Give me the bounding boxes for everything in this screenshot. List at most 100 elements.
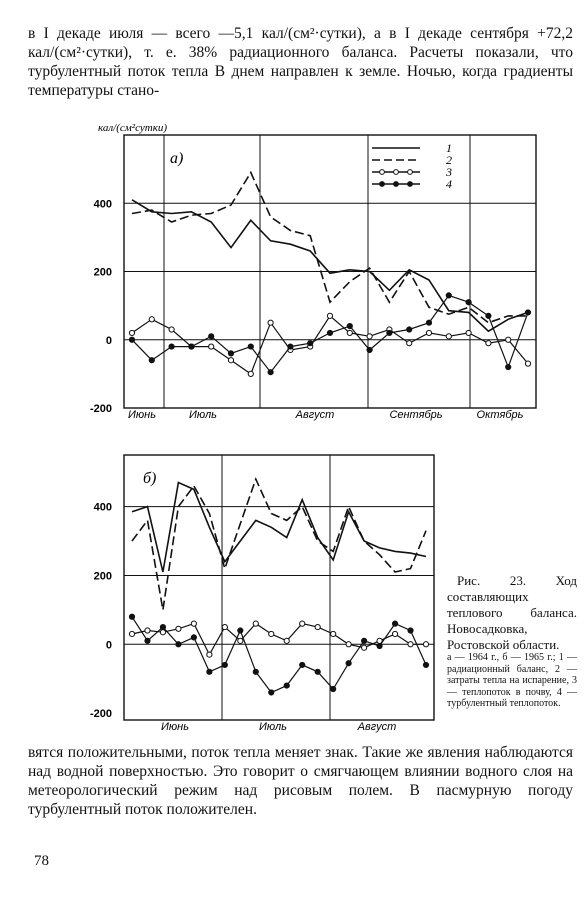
chart-1-series-4-point: [361, 637, 368, 644]
chart-1-series-4-point: [391, 620, 399, 627]
chart-1-panel-label: б): [143, 470, 156, 487]
chart-1-series-4-point: [128, 613, 136, 620]
chart-0-ytick-label: 200: [94, 267, 112, 279]
chart-1-series-3-point: [252, 620, 259, 627]
page-number: 78: [34, 853, 49, 869]
chart-0-ytick-label: -200: [90, 403, 112, 415]
chart-1-series-4-point: [299, 661, 306, 669]
chart-0-series-4-point: [247, 343, 254, 350]
chart-0-series-2-line: [131, 170, 528, 324]
figure-caption: Рис. 23. Ход составляющих теплового бала…: [447, 573, 577, 652]
legend-marker-3: [379, 169, 385, 175]
chart-0-series-4-point: [445, 292, 452, 299]
chart-1-series-3-point: [190, 620, 197, 627]
chart-0-month-label: Июнь: [128, 409, 156, 421]
chart-0-series-4-point: [485, 312, 492, 319]
paragraph-top: в I декаде июля — всего —5,1 кал/(см²·су…: [28, 25, 573, 99]
chart-0-ytick-label: 0: [106, 335, 112, 347]
chart-1-series-4-point: [144, 637, 151, 644]
chart-1-series-3-point: [128, 630, 136, 638]
chart-0-series-3-point: [247, 370, 254, 377]
chart-1-series-4-point: [175, 641, 182, 648]
figure-caption-legend: а — 1964 г., б — 1965 г.; 1 — радиационн…: [447, 652, 577, 709]
chart-1-series-4-point: [159, 623, 167, 631]
chart-1-series-4-point: [268, 689, 275, 696]
chart-1-series-3-point: [345, 641, 352, 648]
chart-1-series-1-line: [131, 481, 427, 573]
chart-1-series-3-point: [422, 641, 430, 648]
chart-1-month-label: Июнь: [161, 721, 189, 733]
chart-0-series-4-point: [386, 329, 393, 337]
chart-0-series-3-point: [406, 340, 413, 347]
chart-1-series-3-point: [159, 629, 167, 636]
chart-0-series-4-point: [524, 309, 532, 316]
chart-0-series-3-point: [524, 360, 532, 367]
chart-0-series-3-point: [267, 319, 274, 326]
chart-1-series-4-point: [206, 668, 213, 675]
chart-0-series-3-point: [148, 316, 155, 323]
chart-1-series-3-point: [144, 627, 151, 634]
legend-marker-4: [393, 181, 399, 187]
chart-1-series-3-point: [299, 620, 306, 627]
legend-label-2: 2: [446, 153, 452, 167]
chart-1-series-3-point: [237, 637, 244, 644]
chart-1-ytick-label: 200: [94, 570, 112, 582]
chart-1-series-3-point: [268, 630, 275, 638]
chart-0-series-3-point: [208, 343, 215, 350]
legend-marker-4: [379, 181, 385, 187]
chart-0-series-4-point: [425, 319, 433, 326]
chart-1-ytick-label: -200: [90, 708, 112, 720]
chart-0-series-4-point: [326, 329, 334, 337]
chart-0-series-4-point: [366, 346, 373, 354]
chart-0-series-4-point: [505, 363, 512, 371]
chart-1-series-4-point: [190, 634, 197, 641]
chart-1-series-4-point: [345, 660, 352, 667]
chart-0-series-4-point: [188, 343, 195, 350]
chart-0-series-1-line: [131, 199, 529, 333]
chart-1-series-3-point: [283, 637, 290, 644]
chart-1-series-3-point: [221, 623, 228, 631]
chart-0-series-3-point: [227, 357, 235, 364]
chart-1-series-4-point: [283, 682, 290, 689]
chart-1-series-3-point: [175, 625, 182, 632]
chart-1-series-4-point: [330, 685, 337, 693]
chart-0-month-label: Июль: [189, 409, 217, 421]
legend-label-4: 4: [446, 177, 452, 191]
chart-1-frame: [123, 454, 435, 721]
chart-1-series-4-point: [314, 668, 321, 675]
chart-0-series-3-point: [366, 333, 373, 340]
chart-1-series-4-point: [221, 661, 228, 669]
chart-0-series-4-point: [307, 340, 314, 347]
chart-0-series-3-point: [445, 333, 452, 340]
chart-1-month-label: Июль: [259, 721, 287, 733]
chart-1-ytick-label: 0: [106, 639, 112, 651]
paragraph-bottom: вятся положительными, поток тепла меняет…: [28, 744, 573, 818]
chart-0-series-4-point: [465, 299, 472, 306]
chart-1-series-3-point: [361, 644, 368, 651]
chart-0-series-4-point: [267, 369, 274, 376]
chart-0-month-label: Август: [295, 409, 335, 421]
legend-marker-4: [407, 181, 413, 187]
chart-1-series-4-point: [237, 627, 244, 634]
chart-0-series-4-point: [168, 343, 175, 350]
chart-0-series-3-point: [485, 340, 492, 347]
legend-label-3: 3: [445, 165, 452, 179]
chart-0-series-3-point: [346, 329, 353, 337]
chart-0-series-4-point: [208, 333, 215, 340]
legend-label-1: 1: [446, 141, 452, 155]
chart-0-series-3-point: [128, 329, 136, 337]
chart-1-series-4-point: [422, 661, 430, 669]
chart-1-series-3-point: [314, 623, 321, 631]
chart-0-series-4-point: [128, 336, 136, 343]
chart-0-series-4-point: [346, 323, 353, 330]
chart-1-series-3-point: [330, 630, 337, 638]
chart-0-series-3-point: [168, 326, 175, 333]
chart-0-series-3-point: [465, 329, 472, 337]
chart-1-series-2-line: [131, 476, 427, 611]
chart-1-ytick-label: 400: [94, 502, 112, 514]
chart-0-y-axis-label: кал/(см²сутки): [98, 122, 167, 134]
chart-0-panel-label: а): [170, 150, 183, 167]
chart-1-series-4-point: [407, 627, 414, 634]
chart-0-series-3-point: [425, 329, 433, 337]
